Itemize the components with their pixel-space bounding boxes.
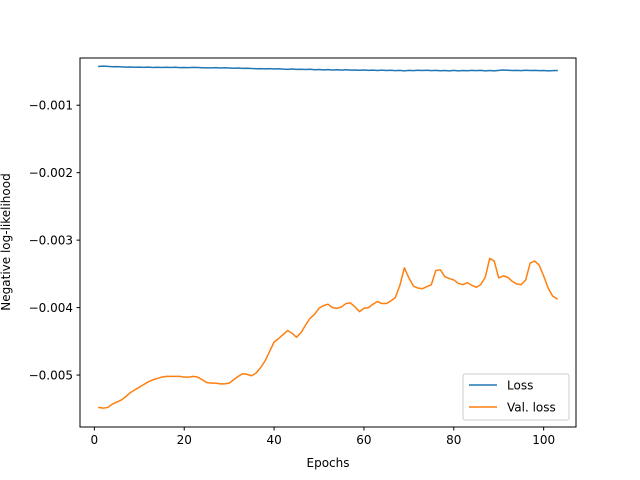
y-tick-label: −0.003 bbox=[29, 233, 73, 247]
x-tick-label: 20 bbox=[177, 433, 192, 447]
series-lines bbox=[98, 65, 559, 409]
legend-label-loss: Loss bbox=[507, 379, 533, 393]
x-tick-label: 60 bbox=[356, 433, 371, 447]
series-line-val-loss bbox=[98, 257, 559, 409]
y-tick-label: −0.004 bbox=[29, 301, 73, 315]
x-tick-label: 80 bbox=[446, 433, 461, 447]
plot-area bbox=[80, 58, 576, 427]
axes-spines bbox=[79, 57, 577, 428]
y-axis-ticks: −0.005 −0.004 −0.003 −0.002 −0.001 bbox=[29, 99, 80, 382]
series-line-loss bbox=[98, 65, 558, 72]
y-axis-label: Negative log-likelihood bbox=[0, 173, 13, 310]
x-tick-label: 100 bbox=[532, 433, 555, 447]
x-tick-label: 0 bbox=[91, 433, 99, 447]
y-tick-label: −0.005 bbox=[29, 368, 73, 382]
plot-background bbox=[80, 58, 576, 427]
x-axis-label: Epochs bbox=[307, 456, 350, 470]
legend-label-val-loss: Val. loss bbox=[507, 401, 556, 415]
axes-frame bbox=[79, 57, 577, 428]
x-tick-label: 40 bbox=[266, 433, 281, 447]
legend: Loss Val. loss bbox=[462, 373, 570, 421]
y-tick-label: −0.002 bbox=[29, 166, 73, 180]
y-tick-label: −0.001 bbox=[29, 99, 73, 113]
x-axis-ticks: 0 20 40 60 80 100 bbox=[91, 427, 555, 447]
